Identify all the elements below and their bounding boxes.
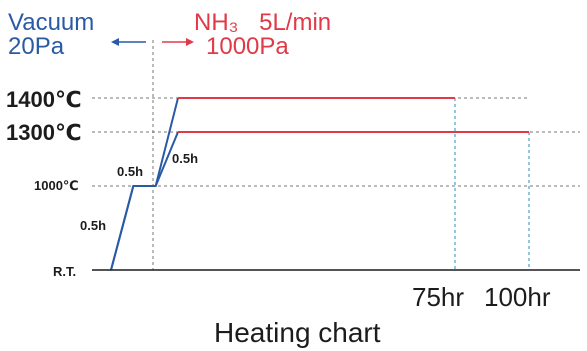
nitriding-pressure: 1000Pa [206, 33, 289, 60]
vacuum-label: Vacuum [8, 9, 94, 36]
y-tick-1000: 1000℃ [34, 178, 79, 193]
nitriding-arrow-icon [162, 38, 194, 46]
series-group [110, 97, 529, 271]
segment-label-ramp1: 0.5h [80, 218, 106, 233]
series-0-ramp-line [110, 97, 179, 271]
nitriding-gas-label: NH₃ 5L/min [194, 9, 331, 36]
y-tick-rt: R.T. [53, 264, 76, 279]
vacuum-arrow-icon [111, 38, 146, 46]
grid [92, 40, 580, 270]
segment-label-ramp2: 0.5h [172, 151, 198, 166]
series-1-ramp-line [110, 131, 179, 271]
nitriding-flow: 5L/min [259, 9, 331, 36]
nitriding-gas: NH₃ [194, 9, 238, 36]
x-tick-100hr: 100hr [484, 282, 551, 312]
y-tick-1300: 1300℃ [6, 120, 82, 145]
y-tick-1400: 1400℃ [6, 87, 82, 112]
chart-title: Heating chart [214, 317, 381, 348]
vacuum-pressure: 20Pa [8, 33, 65, 60]
segment-label-hold: 0.5h [117, 164, 143, 179]
x-tick-75hr: 75hr [412, 282, 464, 312]
